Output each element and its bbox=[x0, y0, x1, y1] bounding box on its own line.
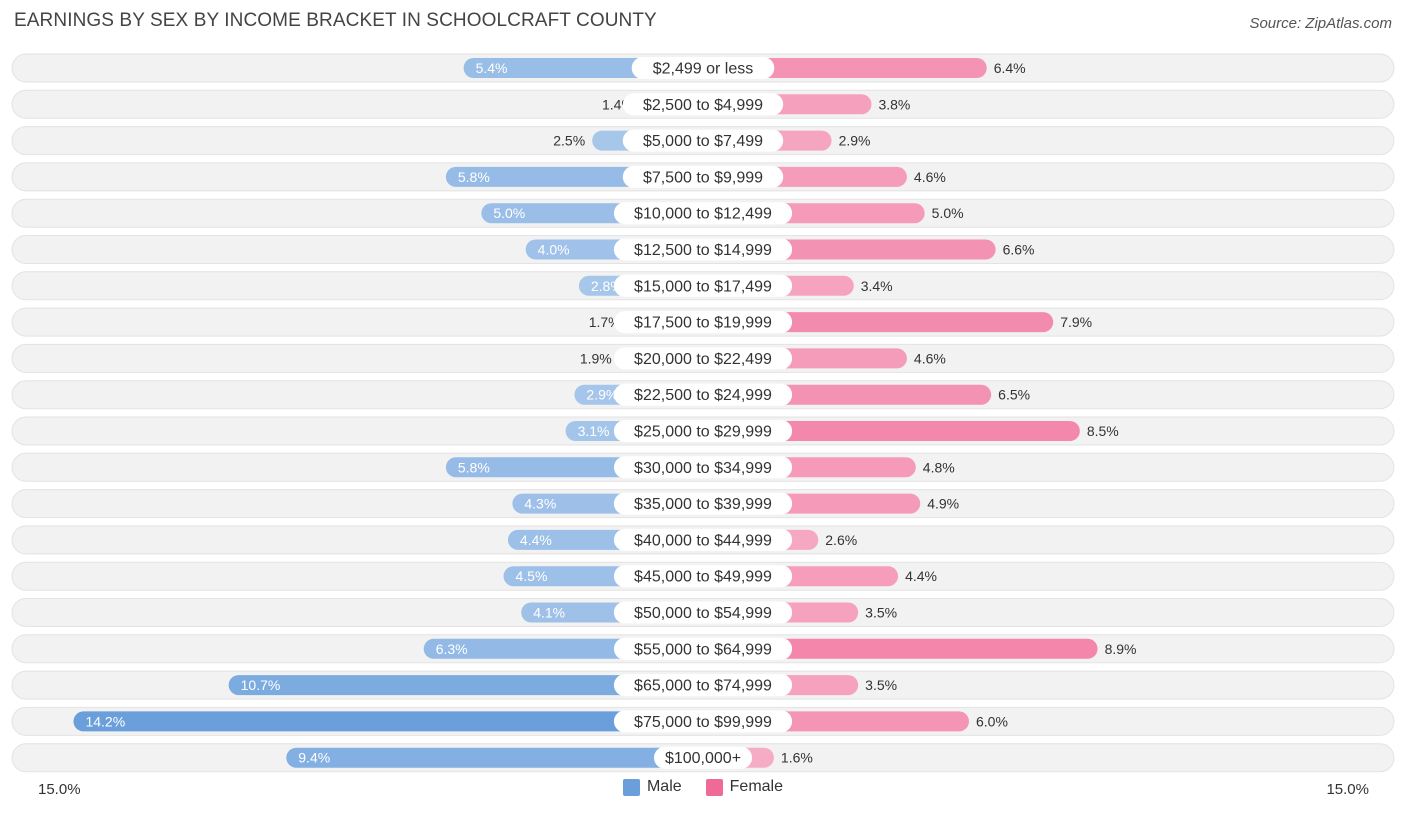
category-label: $5,000 to $7,499 bbox=[643, 133, 763, 150]
category-label-bg bbox=[613, 311, 793, 334]
category-label-bg bbox=[622, 93, 784, 116]
female-value-label: 4.6% bbox=[914, 169, 946, 185]
female-value-label: 3.5% bbox=[865, 605, 897, 621]
legend-label-female: Female bbox=[729, 778, 784, 795]
female-value-label: 8.9% bbox=[1105, 641, 1137, 657]
female-value-label: 3.5% bbox=[865, 677, 897, 693]
male-value-label: 4.3% bbox=[524, 496, 556, 512]
category-label: $12,500 to $14,999 bbox=[634, 242, 772, 259]
male-value-label: 4.4% bbox=[520, 532, 552, 548]
category-label-bg bbox=[613, 383, 793, 406]
category-label: $45,000 to $49,999 bbox=[634, 569, 772, 586]
male-value-label: 4.1% bbox=[533, 605, 565, 621]
legend-label-male: Male bbox=[646, 778, 682, 795]
male-value-label: 5.8% bbox=[458, 169, 490, 185]
category-label: $30,000 to $34,999 bbox=[634, 460, 772, 477]
male-value-label: 10.7% bbox=[241, 677, 281, 693]
category-label: $10,000 to $12,499 bbox=[634, 206, 772, 223]
category-label: $75,000 to $99,999 bbox=[634, 714, 772, 731]
female-value-label: 4.6% bbox=[914, 350, 946, 366]
category-label-bg bbox=[622, 165, 784, 188]
category-label-bg bbox=[622, 129, 784, 152]
male-value-label: 3.1% bbox=[578, 423, 610, 439]
female-value-label: 4.4% bbox=[905, 568, 937, 584]
category-label: $65,000 to $74,999 bbox=[634, 678, 772, 695]
category-label-bg bbox=[613, 238, 793, 261]
male-bar bbox=[73, 711, 703, 732]
category-label-bg bbox=[613, 492, 793, 515]
legend-swatch-female bbox=[705, 778, 723, 796]
male-value-label: 4.0% bbox=[538, 242, 570, 258]
male-value-label: 2.9% bbox=[586, 387, 618, 403]
female-bar bbox=[703, 638, 1098, 659]
female-value-label: 1.6% bbox=[781, 750, 813, 766]
category-label-bg bbox=[613, 637, 793, 660]
male-value-label: 2.5% bbox=[553, 133, 585, 149]
category-label: $100,000+ bbox=[665, 750, 741, 767]
category-label-bg bbox=[613, 274, 793, 297]
category-label: $40,000 to $44,999 bbox=[634, 532, 772, 549]
category-label: $2,499 or less bbox=[653, 61, 754, 78]
female-value-label: 6.5% bbox=[998, 387, 1030, 403]
category-label: $22,500 to $24,999 bbox=[634, 387, 772, 404]
female-value-label: 6.4% bbox=[994, 60, 1026, 76]
legend-swatch-male bbox=[622, 778, 640, 796]
category-label: $20,000 to $22,499 bbox=[634, 351, 772, 368]
axis-right-label: 15.0% bbox=[1326, 781, 1369, 798]
category-label-bg bbox=[613, 420, 793, 442]
source-credit: Source: ZipAtlas.com bbox=[1249, 15, 1392, 32]
male-value-label: 5.0% bbox=[493, 205, 525, 221]
category-label: $7,500 to $9,999 bbox=[643, 169, 763, 186]
female-value-label: 2.9% bbox=[839, 133, 871, 149]
category-label: $50,000 to $54,999 bbox=[634, 605, 772, 622]
category-label: $17,500 to $19,999 bbox=[634, 315, 772, 332]
female-value-label: 3.4% bbox=[861, 278, 893, 294]
category-label: $35,000 to $39,999 bbox=[634, 496, 772, 513]
category-label-bg bbox=[613, 202, 793, 225]
category-label-bg bbox=[613, 565, 793, 588]
male-bar bbox=[228, 675, 703, 696]
female-bar bbox=[703, 421, 1080, 441]
female-value-label: 8.5% bbox=[1087, 423, 1119, 439]
category-label: $15,000 to $17,499 bbox=[634, 278, 772, 295]
male-value-label: 1.7% bbox=[589, 314, 621, 330]
male-value-label: 1.9% bbox=[580, 350, 612, 366]
category-label-bg bbox=[613, 347, 793, 370]
female-value-label: 4.8% bbox=[923, 459, 955, 475]
category-label-bg bbox=[613, 528, 793, 551]
male-bar bbox=[286, 747, 703, 768]
male-value-label: 4.5% bbox=[516, 568, 548, 584]
legend-item-male: Male bbox=[622, 778, 682, 796]
axis-left-label: 15.0% bbox=[38, 781, 81, 798]
category-label-bg bbox=[613, 710, 793, 733]
male-value-label: 5.8% bbox=[458, 459, 490, 475]
category-label: $25,000 to $29,999 bbox=[634, 424, 772, 441]
category-label-bg bbox=[613, 674, 793, 697]
category-label-bg bbox=[653, 746, 753, 769]
male-value-label: 6.3% bbox=[436, 641, 468, 657]
category-label-bg bbox=[613, 601, 793, 624]
female-bar bbox=[703, 58, 987, 78]
category-label: $55,000 to $64,999 bbox=[634, 641, 772, 658]
male-value-label: 14.2% bbox=[85, 713, 125, 729]
female-value-label: 6.0% bbox=[976, 713, 1008, 729]
female-value-label: 4.9% bbox=[927, 496, 959, 512]
female-value-label: 2.6% bbox=[825, 532, 857, 548]
male-value-label: 5.4% bbox=[476, 60, 508, 76]
male-value-label: 9.4% bbox=[298, 750, 330, 766]
female-value-label: 7.9% bbox=[1060, 314, 1092, 330]
category-label-bg bbox=[631, 57, 775, 79]
category-label: $2,500 to $4,999 bbox=[643, 97, 763, 114]
female-value-label: 3.8% bbox=[878, 96, 910, 112]
chart-title: EARNINGS BY SEX BY INCOME BRACKET IN SCH… bbox=[14, 10, 657, 31]
category-label-bg bbox=[613, 456, 793, 479]
legend: Male Female bbox=[0, 778, 1406, 796]
legend-item-female: Female bbox=[705, 778, 784, 796]
female-value-label: 5.0% bbox=[932, 205, 964, 221]
female-value-label: 6.6% bbox=[1003, 242, 1035, 258]
